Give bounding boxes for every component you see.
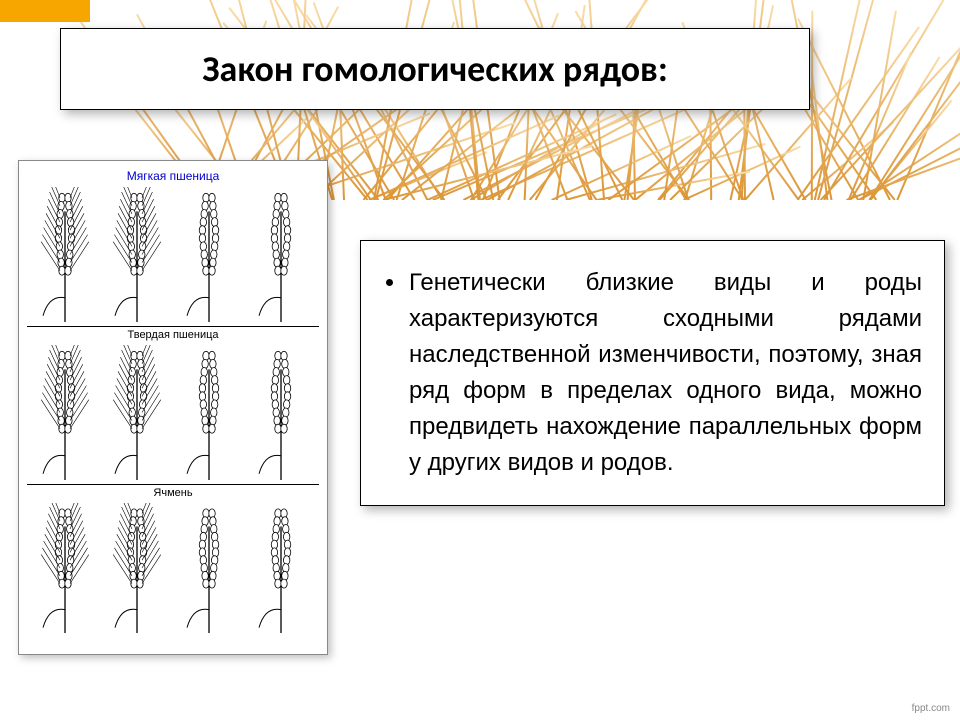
wheat-spike-icon (34, 187, 96, 322)
wheat-spike-icon (178, 345, 240, 480)
body-text-box: Генетически близкие виды и роды характер… (360, 240, 945, 506)
diagram-separator (27, 326, 319, 327)
diagram-label-barley: Ячмень (23, 487, 323, 499)
accent-bar (0, 0, 90, 22)
wheat-spike-icon (34, 345, 96, 480)
body-text: Генетически близкие виды и роды характер… (407, 265, 922, 481)
wheat-spike-icon (178, 187, 240, 322)
wheat-spike-icon (106, 187, 168, 322)
diagram-label-hard: Твердая пшеница (23, 329, 323, 341)
spike-row (23, 503, 323, 633)
diagram-separator (27, 484, 319, 485)
slide-title: Закон гомологических рядов: (89, 47, 781, 91)
wheat-spike-icon (106, 503, 168, 633)
spike-row (23, 187, 323, 322)
footer-credit: fppt.com (912, 703, 950, 714)
wheat-spike-icon (250, 503, 312, 633)
wheat-spike-icon (250, 187, 312, 322)
wheat-spike-icon (34, 503, 96, 633)
wheat-diagram: Мягкая пшеница Твердая пшеница Ячмень (18, 160, 328, 655)
title-box: Закон гомологических рядов: (60, 28, 810, 110)
wheat-spike-icon (178, 503, 240, 633)
spike-row (23, 345, 323, 480)
wheat-spike-icon (250, 345, 312, 480)
wheat-spike-icon (106, 345, 168, 480)
diagram-label-soft: Мягкая пшеница (23, 169, 323, 183)
